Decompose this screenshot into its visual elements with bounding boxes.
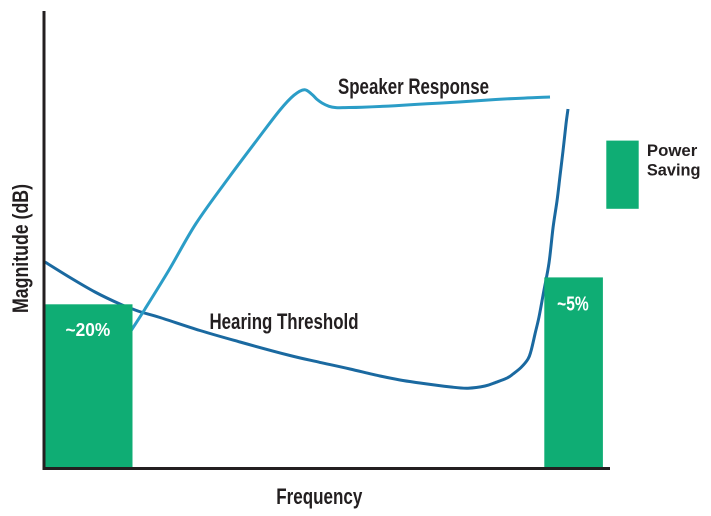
svg-text:Speaker Response: Speaker Response — [338, 74, 489, 99]
svg-text:Power: Power — [647, 142, 698, 160]
svg-text:Saving: Saving — [647, 161, 701, 179]
svg-text:~20%: ~20% — [66, 319, 111, 340]
svg-text:Magnitude (dB): Magnitude (dB) — [8, 184, 33, 313]
svg-text:Hearing Threshold: Hearing Threshold — [210, 309, 359, 334]
svg-text:~5%: ~5% — [557, 294, 589, 316]
svg-text:Frequency: Frequency — [276, 484, 363, 509]
